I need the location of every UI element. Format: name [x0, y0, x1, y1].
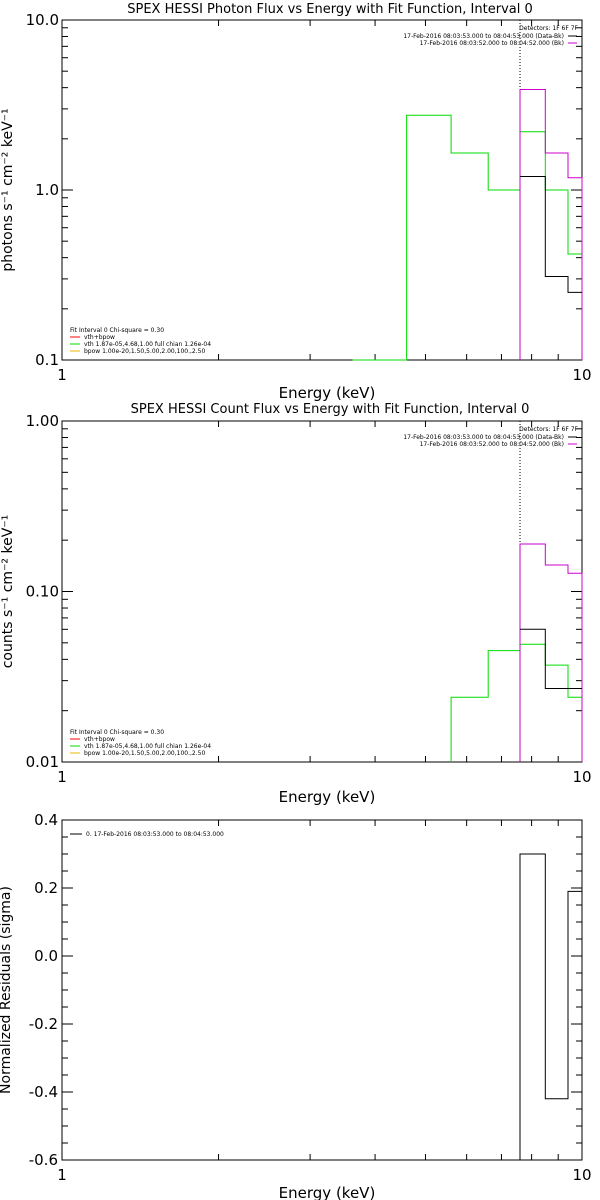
- plot-frame: [61, 420, 583, 763]
- y-tick-label: 10.0: [26, 11, 59, 29]
- x-tick-label: 10: [572, 366, 591, 384]
- series-vth: [450, 643, 583, 762]
- y-axis-label: photons s⁻¹ cm⁻² keV⁻¹: [0, 108, 16, 271]
- y-tick-label: 1.00: [26, 412, 59, 430]
- y-axis-label: counts s⁻¹ cm⁻² keV⁻¹: [0, 515, 16, 669]
- legend-entry: 17-Feb-2016 08:03:53.000 to 08:04:53.000…: [403, 434, 564, 441]
- x-tick-label: 10: [572, 1166, 591, 1184]
- y-tick-label: -0.6: [29, 1151, 58, 1169]
- y-tick-label: 0.01: [26, 753, 59, 771]
- series-data: [519, 853, 583, 1160]
- x-axis-label: Energy (keV): [279, 384, 376, 402]
- x-tick-label: 1: [57, 366, 67, 384]
- x-tick-label: 10: [572, 768, 591, 786]
- legend-entry: vth 1.87e-05,4.68,1.00 full chian 1.26e-…: [84, 341, 211, 348]
- x-tick-label: 1: [57, 768, 67, 786]
- y-tick-label: -0.2: [29, 1015, 58, 1033]
- legend-entry: bpow 1.00e-20,1.50,5.00,2.00,100.,2.50: [84, 348, 205, 355]
- y-tick-label: -0.4: [29, 1083, 58, 1101]
- series-bk: [519, 89, 583, 360]
- legend-entry: 17-Feb-2016 08:03:52.000 to 08:04:52.000…: [420, 40, 564, 47]
- chart-title: SPEX HESSI Photon Flux vs Energy with Fi…: [127, 2, 533, 17]
- detectors-label: Detectors: 1F 6F 7F: [519, 426, 578, 433]
- x-tick-label: 1: [57, 1166, 67, 1184]
- series-data: [520, 628, 582, 689]
- x-axis-label: Energy (keV): [279, 788, 376, 806]
- y-tick-label: 1.0: [35, 181, 59, 199]
- fit-legend-header: Fit Interval 0 Chi-square = 0.30: [70, 729, 164, 736]
- legend-entry: bpow 1.00e-20,1.50,5.00,2.00,100.,2.50: [84, 750, 205, 757]
- y-tick-label: 0.1: [35, 351, 59, 369]
- detectors-label: Detectors: 1F 6F 7F: [519, 25, 578, 32]
- y-tick-label: 0.0: [34, 947, 58, 965]
- plot-frame: [61, 819, 583, 1161]
- y-axis-label: Normalized Residuals (sigma): [0, 886, 14, 1094]
- x-axis-label: Energy (keV): [279, 1184, 376, 1200]
- series-vth: [352, 114, 583, 361]
- legend-entry: 17-Feb-2016 08:03:52.000 to 08:04:52.000…: [420, 441, 564, 448]
- legend-entry: 0. 17-Feb-2016 08:03:53.000 to 08:04:53.…: [86, 831, 224, 838]
- series-data: [520, 176, 582, 293]
- legend-entry: 17-Feb-2016 08:03:53.000 to 08:04:53.000…: [403, 33, 564, 40]
- y-tick-label: 0.4: [34, 811, 58, 829]
- legend-entry: vth+bpow: [84, 334, 115, 341]
- legend-entry: vth+bpow: [84, 736, 115, 743]
- chart-title: SPEX HESSI Count Flux vs Energy with Fit…: [131, 402, 530, 417]
- fit-legend-header: Fit Interval 0 Chi-square = 0.30: [70, 327, 164, 334]
- y-tick-label: 0.2: [34, 879, 58, 897]
- legend-entry: vth 1.87e-05,4.68,1.00 full chian 1.26e-…: [84, 743, 211, 750]
- series-bk: [519, 543, 583, 762]
- y-tick-label: 0.10: [26, 583, 59, 601]
